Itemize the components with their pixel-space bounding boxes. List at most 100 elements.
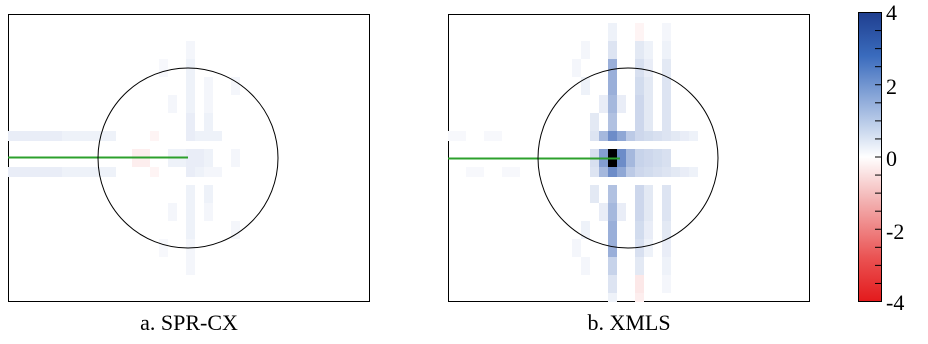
heatmap-cell bbox=[186, 149, 195, 167]
heatmap-cell bbox=[186, 41, 195, 59]
heatmap-cell bbox=[608, 23, 617, 41]
heatmap-cell bbox=[168, 95, 177, 113]
heatmap-cell bbox=[635, 95, 644, 113]
heatmap-cell bbox=[590, 167, 599, 177]
circle-a bbox=[97, 67, 279, 249]
heatmap-cell bbox=[671, 167, 680, 177]
heatmap-cell bbox=[662, 257, 671, 275]
heatmap-cell bbox=[195, 149, 204, 167]
heatmap-cell bbox=[662, 95, 671, 113]
heatmap-cell bbox=[653, 131, 662, 141]
heatmap-cell bbox=[635, 149, 644, 167]
heatmap-cell bbox=[572, 239, 581, 257]
heatmap-cell bbox=[502, 167, 520, 177]
caption-a: a. SPR-CX bbox=[140, 310, 238, 335]
heatmap-cell bbox=[26, 167, 44, 177]
heatmap-cell bbox=[662, 203, 671, 221]
heatmap-cell bbox=[186, 203, 195, 221]
heatmap-cell bbox=[484, 131, 502, 141]
colorbar-ticks bbox=[875, 12, 882, 302]
heatmap-cell bbox=[98, 131, 116, 141]
heatmap-cell bbox=[98, 167, 116, 177]
heatmap-cell bbox=[617, 203, 626, 221]
heatmap-cell bbox=[204, 185, 213, 203]
heatmap-cell bbox=[159, 59, 168, 77]
heatmap-cell bbox=[626, 131, 635, 141]
heatmap-a-plot bbox=[8, 14, 370, 302]
heatmap-cell bbox=[590, 131, 599, 141]
heatmap-cell bbox=[581, 257, 590, 275]
heatmap-cell bbox=[689, 131, 698, 141]
heatmap-cell bbox=[168, 203, 177, 221]
heatmap-cell bbox=[231, 221, 240, 239]
heatmap-cell bbox=[231, 77, 240, 95]
heatmap-cell bbox=[644, 77, 653, 95]
heatmap-cell bbox=[186, 167, 195, 177]
heatmap-cell bbox=[204, 95, 213, 113]
heatmap-cell bbox=[599, 203, 608, 221]
heatmap-cell bbox=[581, 221, 590, 239]
heatmap-cell bbox=[204, 203, 213, 221]
heatmap-panel-b bbox=[448, 14, 810, 302]
heatmap-cell bbox=[186, 131, 195, 141]
heatmap-cell bbox=[80, 167, 98, 177]
heatmap-cell bbox=[608, 221, 617, 239]
heatmap-cell bbox=[44, 131, 62, 141]
heatmap-cell bbox=[635, 275, 644, 293]
heatmap-cell bbox=[608, 59, 617, 77]
heatmap-cell bbox=[466, 167, 484, 177]
heatmap-cell bbox=[26, 131, 44, 141]
heatmap-cell bbox=[213, 167, 222, 177]
heatmap-cell bbox=[644, 41, 653, 59]
heatmap-cell bbox=[626, 167, 635, 177]
heatmap-panel-a bbox=[8, 14, 370, 302]
heatmap-cell bbox=[608, 203, 617, 221]
heatmap-cell bbox=[680, 131, 689, 141]
heatmap-cell bbox=[662, 23, 671, 41]
heatmap-cell bbox=[8, 167, 26, 177]
heatmap-cell bbox=[8, 131, 26, 141]
heatmap-cell bbox=[44, 167, 62, 177]
heatmap-cell bbox=[635, 221, 644, 239]
heatmap-cell bbox=[617, 131, 626, 141]
colorbar bbox=[858, 12, 882, 307]
heatmap-cell bbox=[635, 131, 644, 141]
heatmap-cell bbox=[608, 77, 617, 95]
colorbar-tick-label: 2 bbox=[886, 74, 897, 99]
heatmap-cell bbox=[608, 185, 617, 203]
heatmap-cell bbox=[635, 293, 644, 302]
heatmap-cell bbox=[204, 113, 213, 131]
heatmap-cell bbox=[644, 239, 653, 257]
heatmap-cell bbox=[608, 95, 617, 113]
heatmap-cell bbox=[635, 185, 644, 203]
heatmap-cell bbox=[599, 95, 608, 113]
heatmap-cell bbox=[653, 149, 662, 167]
heatmap-cell bbox=[590, 113, 599, 131]
heatmap-cell bbox=[635, 239, 644, 257]
heatmap-cell bbox=[608, 41, 617, 59]
heatmap-cell bbox=[635, 167, 644, 177]
heatmap-cell bbox=[644, 185, 653, 203]
heatmap-cell bbox=[653, 167, 662, 177]
heatmap-cell bbox=[671, 131, 680, 141]
heatmap-cell bbox=[204, 77, 213, 95]
heatmap-cell bbox=[204, 131, 213, 141]
heatmap-cell bbox=[213, 131, 222, 141]
heatmap-cell bbox=[186, 185, 195, 203]
heatmap-cell bbox=[662, 59, 671, 77]
heatmap-cell bbox=[644, 113, 653, 131]
heatmap-cell bbox=[62, 167, 80, 177]
heatmap-cell bbox=[204, 167, 213, 177]
heatmap-cell bbox=[662, 41, 671, 59]
heatmap-cell bbox=[662, 167, 671, 177]
heatmap-cell bbox=[662, 77, 671, 95]
heatmap-cell bbox=[662, 275, 671, 293]
heatmap-cell bbox=[80, 131, 98, 141]
heatmap-b-plot bbox=[448, 14, 810, 302]
heatmap-cell bbox=[644, 131, 653, 141]
heatmap-cell bbox=[617, 95, 626, 113]
heatmap-cell bbox=[204, 149, 213, 167]
heatmap-cell bbox=[617, 167, 626, 177]
heatmap-cell bbox=[195, 131, 204, 141]
heatmap-cell bbox=[689, 167, 698, 177]
